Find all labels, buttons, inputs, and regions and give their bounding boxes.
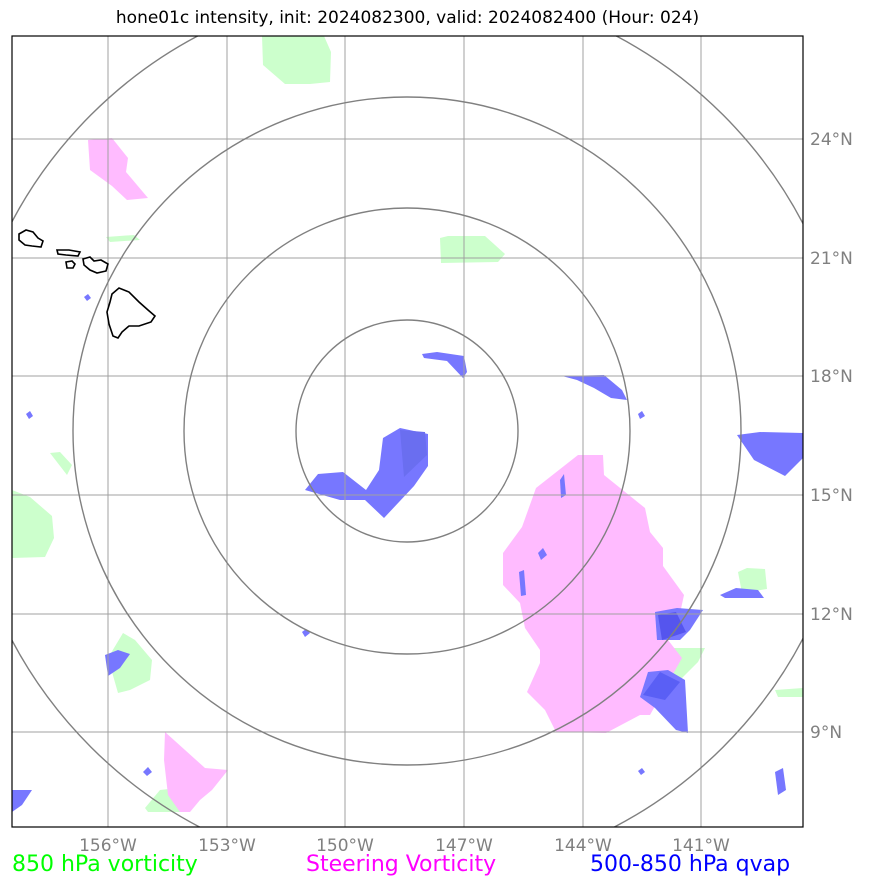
ring-1	[295, 319, 519, 543]
legend-steering-vorticity: Steering Vorticity	[306, 852, 497, 877]
blue-region	[519, 570, 526, 596]
blue-region	[538, 548, 547, 560]
blue-region	[84, 294, 91, 301]
lon-tick-label: 150°W	[316, 836, 374, 856]
blue-region	[400, 430, 427, 477]
blue-region	[643, 672, 680, 700]
plot-area	[12, 36, 803, 827]
lat-tick-label: 15°N	[810, 486, 853, 506]
green-region	[440, 236, 505, 263]
legend-qvap: 500-850 hPa qvap	[590, 852, 791, 877]
qvap-regions	[12, 294, 803, 812]
graticule	[12, 36, 803, 827]
blue-region	[26, 411, 33, 419]
green-region	[50, 452, 72, 475]
plot-frame	[11, 35, 804, 828]
lon-tick-label: 147°W	[435, 836, 493, 856]
steering-vorticity-regions	[88, 138, 684, 812]
green-region	[106, 235, 140, 242]
blue-region	[638, 768, 645, 775]
blue-region	[143, 767, 152, 776]
lat-tick-label: 18°N	[810, 367, 853, 387]
lon-tick-label: 141°W	[672, 836, 730, 856]
blue-region	[105, 650, 130, 676]
ring-2	[183, 207, 631, 655]
lon-tick-label: 144°W	[554, 836, 612, 856]
blue-region	[720, 588, 764, 598]
lat-tick-label: 24°N	[810, 130, 853, 150]
lon-tick-label: 153°W	[198, 836, 256, 856]
green-region	[12, 490, 54, 558]
lat-tick-label: 21°N	[810, 249, 853, 269]
blue-region	[737, 432, 803, 476]
green-region	[738, 568, 767, 593]
blue-region	[775, 768, 786, 795]
map-title: hone01c intensity, init: 2024082300, val…	[115, 8, 700, 28]
island-kauai	[18, 229, 44, 248]
lon-tick-label: 156°W	[79, 836, 137, 856]
blue-region	[12, 790, 32, 812]
blue-region	[562, 375, 627, 400]
green-region	[108, 633, 152, 693]
green-region	[775, 688, 803, 697]
island-oahu	[55, 249, 82, 257]
blue-region	[560, 474, 566, 498]
magenta-region	[503, 455, 684, 733]
distance-rings	[12, 36, 803, 827]
longitude-axis: 156°W 153°W 150°W 147°W 144°W 141°W	[79, 836, 730, 856]
green-region	[262, 36, 331, 84]
island-maui	[82, 256, 109, 274]
magenta-region	[88, 138, 148, 200]
island-molokai	[65, 260, 76, 269]
legend-850-vorticity: 850 hPa vorticity	[12, 852, 198, 877]
island-big-island	[106, 287, 157, 339]
blue-region	[422, 352, 467, 378]
blue-region	[658, 612, 686, 640]
ring-3	[72, 96, 742, 766]
latitude-axis: 24°N 21°N 18°N 15°N 12°N 9°N	[810, 130, 853, 743]
blue-region	[638, 411, 645, 419]
lat-tick-label: 12°N	[810, 605, 853, 625]
hawaii-coastline	[18, 229, 157, 339]
lat-tick-label: 9°N	[810, 723, 842, 743]
magenta-region	[164, 732, 228, 812]
